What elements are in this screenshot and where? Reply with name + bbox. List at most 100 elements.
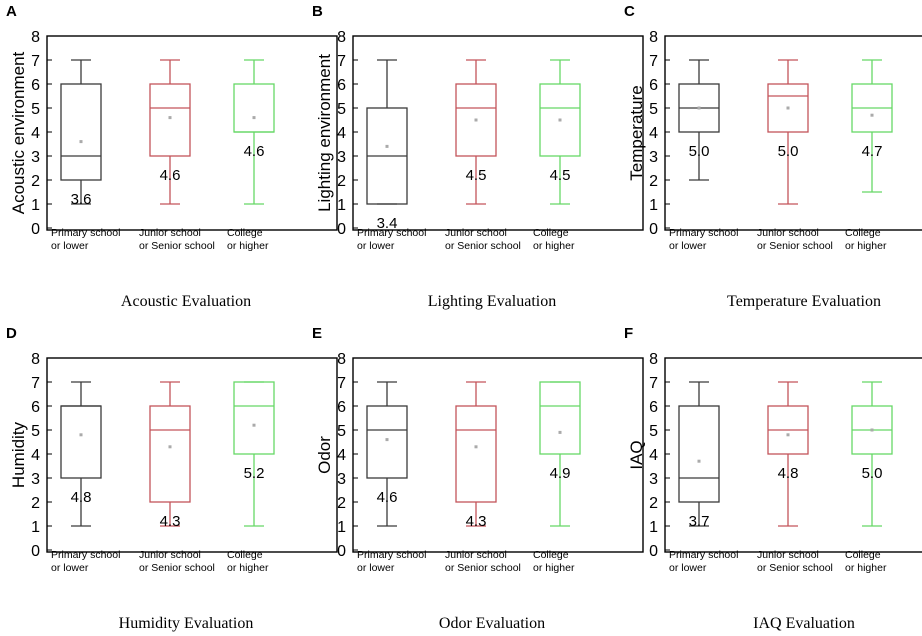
box-3: 5.0 bbox=[851, 381, 893, 527]
mean-marker bbox=[252, 423, 256, 427]
y-tick-label: 7 bbox=[649, 375, 658, 392]
mean-marker bbox=[697, 106, 701, 110]
x-tick-label: or lower bbox=[51, 562, 89, 574]
y-tick-label: 1 bbox=[337, 197, 346, 214]
y-tick-label: 7 bbox=[31, 375, 40, 392]
panel-caption: Humidity Evaluation bbox=[119, 615, 254, 632]
x-tick-label: or higher bbox=[533, 240, 575, 252]
x-tick-label: or higher bbox=[845, 240, 887, 252]
panel-letter: E bbox=[312, 325, 322, 342]
y-tick-label: 0 bbox=[31, 543, 40, 560]
y-tick-label: 6 bbox=[649, 77, 658, 94]
y-tick-label: 8 bbox=[649, 351, 658, 368]
panel-caption: Odor Evaluation bbox=[439, 615, 545, 632]
box-3: 4.5 bbox=[539, 59, 581, 205]
box-3: 5.2 bbox=[233, 381, 275, 527]
y-tick-label: 0 bbox=[649, 543, 658, 560]
x-tick-label: Junior school bbox=[139, 227, 201, 239]
panel-caption: Temperature Evaluation bbox=[727, 293, 881, 310]
mean-label: 3.4 bbox=[377, 215, 398, 232]
panel-letter: C bbox=[624, 3, 635, 20]
y-tick-label: 4 bbox=[337, 447, 346, 464]
y-axis-label: Temperature bbox=[627, 85, 646, 180]
mean-label: 4.9 bbox=[550, 465, 571, 482]
y-tick-label: 7 bbox=[649, 53, 658, 70]
mean-marker bbox=[79, 140, 83, 144]
y-tick-label: 7 bbox=[337, 375, 346, 392]
mean-label: 3.6 bbox=[71, 191, 92, 208]
mean-label: 4.5 bbox=[550, 167, 571, 184]
mean-label: 4.6 bbox=[377, 489, 398, 506]
mean-label: 5.0 bbox=[862, 465, 883, 482]
y-tick-label: 5 bbox=[337, 101, 346, 118]
x-tick-label: or lower bbox=[669, 562, 707, 574]
y-tick-label: 2 bbox=[31, 173, 40, 190]
y-axis-label: Acoustic environment bbox=[9, 51, 28, 214]
mean-marker bbox=[697, 459, 701, 463]
y-tick-label: 0 bbox=[337, 543, 346, 560]
y-tick-label: 4 bbox=[31, 125, 40, 142]
y-tick-label: 6 bbox=[649, 399, 658, 416]
mean-marker bbox=[168, 116, 172, 120]
x-tick-label: or higher bbox=[845, 562, 887, 574]
box-1: 4.8 bbox=[60, 381, 102, 527]
y-tick-label: 2 bbox=[649, 173, 658, 190]
y-tick-label: 2 bbox=[337, 495, 346, 512]
y-tick-label: 3 bbox=[649, 471, 658, 488]
y-tick-label: 4 bbox=[649, 125, 658, 142]
mean-label: 4.8 bbox=[71, 489, 92, 506]
y-tick-label: 4 bbox=[31, 447, 40, 464]
y-tick-label: 4 bbox=[649, 447, 658, 464]
x-tick-label: Primary school bbox=[669, 227, 738, 239]
panel-caption: Acoustic Evaluation bbox=[121, 293, 251, 310]
mean-label: 4.8 bbox=[778, 465, 799, 482]
x-tick-label: College bbox=[533, 549, 569, 561]
iqr-box bbox=[539, 83, 581, 157]
y-tick-label: 8 bbox=[31, 29, 40, 46]
y-axis-label: IAQ bbox=[627, 440, 646, 469]
iqr-box bbox=[233, 83, 275, 133]
x-tick-label: or higher bbox=[227, 240, 269, 252]
y-axis-label: Humidity bbox=[9, 421, 28, 488]
y-tick-label: 2 bbox=[649, 495, 658, 512]
x-tick-label: Primary school bbox=[357, 227, 426, 239]
mean-marker bbox=[385, 438, 389, 442]
y-tick-label: 3 bbox=[337, 471, 346, 488]
y-tick-label: 2 bbox=[337, 173, 346, 190]
iqr-box bbox=[455, 83, 497, 157]
x-tick-label: College bbox=[227, 227, 263, 239]
mean-marker bbox=[786, 433, 790, 437]
iqr-box bbox=[366, 405, 408, 479]
y-tick-label: 3 bbox=[31, 149, 40, 166]
y-tick-label: 1 bbox=[649, 519, 658, 536]
y-tick-label: 6 bbox=[31, 399, 40, 416]
mean-marker bbox=[385, 144, 389, 148]
mean-marker bbox=[558, 430, 562, 434]
x-tick-label: Junior school bbox=[445, 227, 507, 239]
y-tick-label: 1 bbox=[31, 197, 40, 214]
y-axis-label: Lighting environment bbox=[315, 54, 334, 212]
box-2: 4.8 bbox=[767, 381, 809, 527]
y-tick-label: 6 bbox=[337, 399, 346, 416]
y-tick-label: 5 bbox=[31, 423, 40, 440]
mean-label: 3.7 bbox=[689, 513, 710, 530]
mean-label: 4.7 bbox=[862, 143, 883, 160]
plot-frame bbox=[664, 357, 922, 553]
x-tick-label: or higher bbox=[533, 562, 575, 574]
mean-marker bbox=[870, 113, 874, 117]
y-tick-label: 3 bbox=[649, 149, 658, 166]
x-tick-label: or lower bbox=[357, 562, 395, 574]
x-tick-label: Junior school bbox=[757, 227, 819, 239]
mean-label: 4.5 bbox=[466, 167, 487, 184]
y-tick-label: 4 bbox=[337, 125, 346, 142]
y-tick-label: 6 bbox=[31, 77, 40, 94]
panel-letter: D bbox=[6, 325, 17, 342]
y-tick-label: 7 bbox=[31, 53, 40, 70]
x-tick-label: or Senior school bbox=[139, 562, 215, 574]
x-tick-label: Junior school bbox=[757, 549, 819, 561]
y-tick-label: 2 bbox=[31, 495, 40, 512]
